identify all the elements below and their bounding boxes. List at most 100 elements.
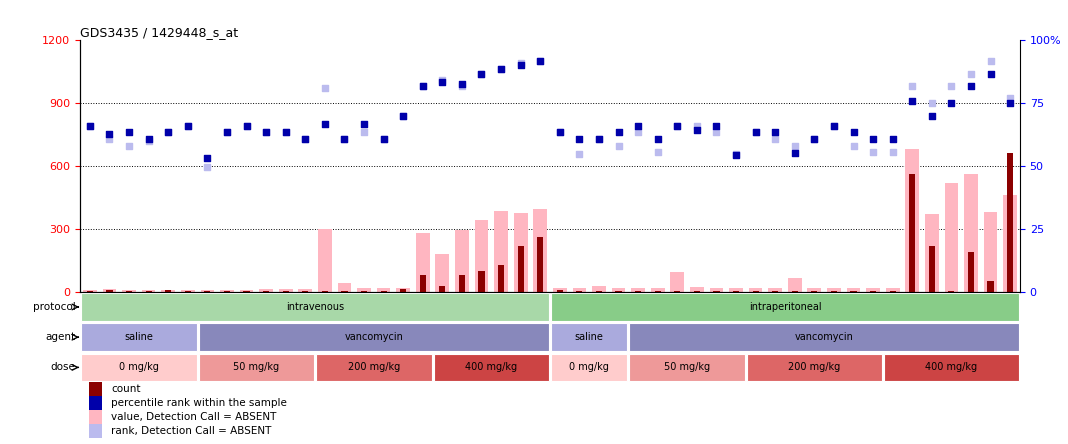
Point [570, 151, 587, 158]
Point [100, 131, 117, 138]
Bar [1007, 153, 1014, 292]
Bar [906, 149, 920, 292]
Point [864, 135, 881, 142]
Bar [1003, 195, 1017, 292]
Bar [518, 246, 523, 292]
Point [257, 129, 274, 136]
Bar [145, 291, 152, 292]
Bar [884, 353, 1019, 381]
Point [669, 123, 686, 130]
Bar [260, 289, 273, 292]
Bar [615, 291, 622, 292]
Bar [180, 290, 194, 292]
Bar [553, 288, 567, 292]
Point [316, 85, 333, 92]
Bar [361, 291, 367, 292]
Point [218, 129, 235, 136]
Point [473, 70, 490, 77]
Bar [455, 230, 469, 292]
Bar [733, 291, 739, 292]
Point [159, 129, 176, 136]
Bar [459, 275, 465, 292]
Point [492, 66, 509, 73]
Bar [107, 290, 112, 292]
Bar [494, 211, 508, 292]
Text: 200 mg/kg: 200 mg/kg [348, 362, 399, 373]
Bar [83, 290, 97, 292]
Point [845, 143, 862, 150]
Bar [199, 323, 549, 351]
Bar [713, 291, 720, 292]
Point [375, 135, 392, 142]
Bar [812, 291, 817, 292]
Point [81, 123, 98, 130]
Point [199, 163, 216, 170]
Bar [749, 288, 763, 292]
Point [747, 129, 764, 136]
Bar [103, 289, 116, 292]
Point [532, 57, 549, 64]
Bar [807, 288, 821, 292]
Point [335, 135, 352, 142]
Point [904, 83, 921, 90]
Bar [439, 285, 445, 292]
Point [962, 70, 979, 77]
Point [218, 129, 235, 136]
Bar [122, 290, 136, 292]
Bar [436, 254, 450, 292]
Bar [478, 271, 485, 292]
Bar [709, 288, 723, 292]
Point [513, 62, 530, 69]
Point [297, 135, 314, 142]
Bar [944, 182, 958, 292]
Point [1002, 99, 1019, 107]
Bar [244, 291, 250, 292]
Bar [342, 291, 347, 292]
Point [414, 83, 431, 90]
Point [297, 135, 314, 142]
Bar [126, 291, 132, 292]
Point [708, 129, 725, 136]
Bar [533, 209, 547, 292]
Bar [81, 323, 197, 351]
Bar [298, 289, 312, 292]
Point [570, 135, 587, 142]
Text: 400 mg/kg: 400 mg/kg [925, 362, 977, 373]
Point [884, 149, 901, 156]
Point [257, 129, 274, 136]
Bar [90, 396, 101, 410]
Text: dose: dose [50, 362, 76, 373]
Bar [772, 291, 779, 292]
Bar [239, 290, 253, 292]
Bar [729, 288, 743, 292]
Bar [847, 288, 861, 292]
Point [591, 135, 608, 142]
Point [688, 127, 705, 134]
Bar [909, 174, 915, 292]
Point [767, 129, 784, 136]
Bar [592, 286, 606, 292]
Text: GDS3435 / 1429448_s_at: GDS3435 / 1429448_s_at [80, 26, 238, 39]
Point [826, 123, 843, 130]
Point [805, 135, 822, 142]
Bar [357, 288, 371, 292]
Point [159, 129, 176, 136]
Bar [434, 353, 549, 381]
Point [434, 76, 451, 83]
Bar [827, 288, 841, 292]
Bar [537, 237, 544, 292]
Bar [655, 291, 661, 292]
Bar [166, 290, 171, 292]
Bar [380, 291, 387, 292]
Point [747, 129, 764, 136]
Point [727, 151, 744, 158]
Text: 200 mg/kg: 200 mg/kg [788, 362, 841, 373]
Point [179, 123, 197, 130]
Point [943, 83, 960, 90]
Bar [199, 353, 314, 381]
Point [513, 59, 530, 67]
Bar [556, 290, 563, 292]
Point [630, 129, 647, 136]
Point [649, 135, 666, 142]
Point [610, 129, 627, 136]
